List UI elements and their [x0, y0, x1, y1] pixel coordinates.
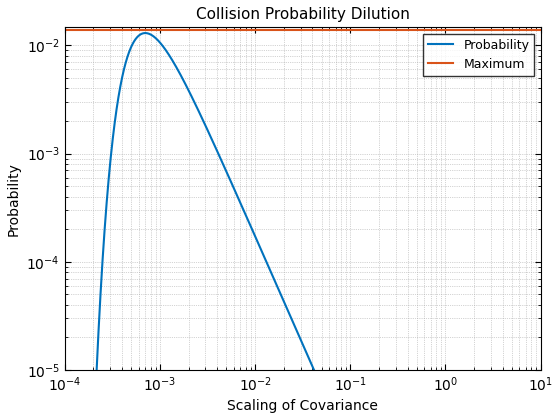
- Title: Collision Probability Dilution: Collision Probability Dilution: [196, 7, 409, 22]
- Probability: [115, 94, 122, 99]
- Probability: [142, 31, 149, 36]
- Probability: [242, 213, 249, 218]
- Maximum: [442, 27, 449, 32]
- Probability: [143, 31, 150, 36]
- Legend: Probability, Maximum: Probability, Maximum: [423, 34, 534, 76]
- Y-axis label: Probability: Probability: [7, 162, 21, 236]
- Line: Probability: Probability: [65, 33, 536, 420]
- X-axis label: Scaling of Covariance: Scaling of Covariance: [227, 399, 378, 413]
- Probability: [263, 259, 269, 264]
